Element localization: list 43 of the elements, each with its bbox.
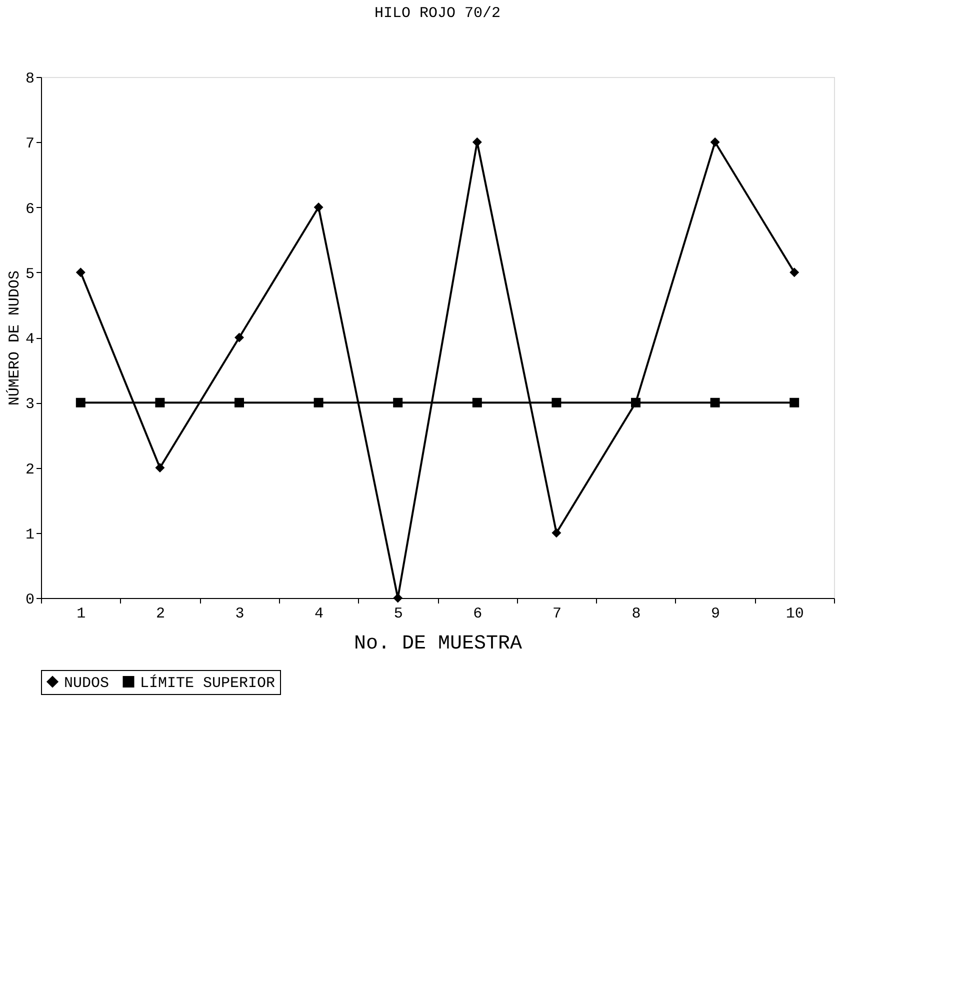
point [631, 398, 640, 408]
point [552, 528, 562, 538]
y-tick-label: 7 [25, 136, 34, 153]
x-tick-label: 7 [552, 606, 562, 622]
chart-title: HILO ROJO 70/2 [374, 5, 501, 22]
x-tick-label: 10 [786, 606, 804, 622]
point [76, 398, 86, 408]
x-tick-label: 6 [473, 606, 482, 622]
legend-label: LÍMITE SUPERIOR [140, 674, 276, 692]
point [314, 398, 324, 408]
x-tick-label: 3 [235, 606, 244, 622]
point [314, 202, 324, 212]
x-tick-label: 9 [711, 606, 720, 622]
point [234, 398, 244, 408]
point [155, 463, 165, 472]
x-tick-label: 5 [394, 606, 403, 622]
point [393, 398, 403, 408]
y-tick-label: 2 [25, 461, 34, 478]
y-tick-label: 0 [25, 592, 34, 608]
point [155, 398, 165, 408]
point [710, 137, 720, 147]
point [790, 398, 800, 408]
y-tick-label: 5 [25, 266, 34, 283]
x-tick-label: 2 [156, 606, 165, 622]
y-tick-label: 4 [25, 331, 34, 348]
y-tick-label: 1 [25, 526, 34, 544]
point [393, 593, 403, 603]
x-tick-label: 4 [314, 606, 324, 622]
x-tick-label: 8 [632, 606, 641, 622]
x-axis-title: No. DE MUESTRA [354, 632, 522, 656]
point [710, 398, 720, 408]
point [472, 398, 482, 408]
point [76, 268, 86, 278]
y-axis-title: NÚMERO DE NUDOS [6, 270, 24, 406]
legend-label: NUDOS [64, 674, 110, 692]
point [472, 137, 482, 147]
point [790, 268, 800, 278]
x-tick-label: 1 [76, 606, 86, 622]
y-tick-label: 8 [25, 70, 34, 88]
point [552, 398, 562, 408]
y-tick-label: 3 [25, 396, 34, 414]
point [234, 332, 244, 342]
y-tick-label: 6 [25, 200, 34, 218]
